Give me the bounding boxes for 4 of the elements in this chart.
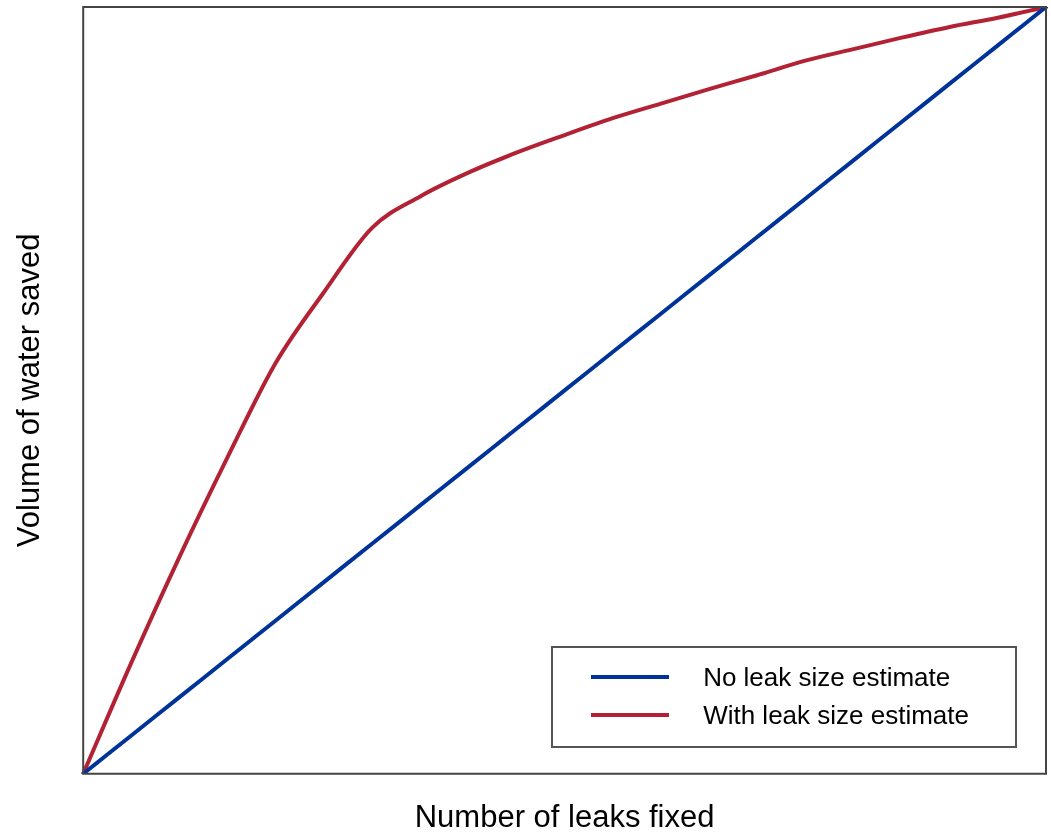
legend-label: No leak size estimate xyxy=(703,661,951,693)
legend-label: With leak size estimate xyxy=(703,699,969,731)
y-axis-title: Volume of water saved xyxy=(11,233,47,548)
x-axis-title: Number of leaks fixed xyxy=(414,798,715,834)
